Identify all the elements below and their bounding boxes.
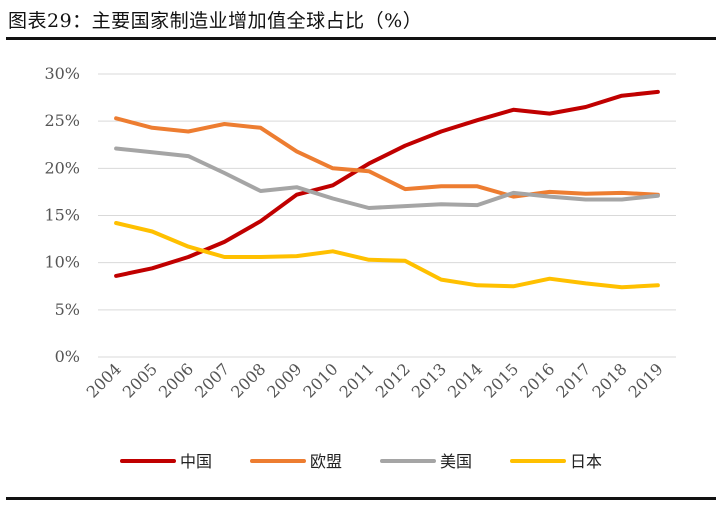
x-tick-label: 2006 <box>155 359 197 401</box>
x-tick-label: 2014 <box>444 359 486 401</box>
y-tick-label: 15% <box>44 206 80 225</box>
y-tick-label: 20% <box>44 158 80 177</box>
x-tick-label: 2012 <box>372 359 414 401</box>
bottom-rule <box>6 497 716 500</box>
series-line <box>114 116 660 199</box>
legend-label: 日本 <box>570 452 602 471</box>
x-axis-ticks: 2004200520062007200820092010201120122013… <box>83 359 667 401</box>
x-tick-label: 2017 <box>552 359 594 401</box>
legend-label: 欧盟 <box>310 452 342 471</box>
legend-label: 美国 <box>440 452 472 471</box>
series-lines <box>114 89 660 290</box>
y-tick-label: 25% <box>44 111 80 130</box>
x-tick-label: 2011 <box>336 359 378 401</box>
y-tick-label: 5% <box>55 300 80 319</box>
x-tick-label: 2010 <box>299 359 341 401</box>
x-tick-label: 2004 <box>83 359 125 401</box>
x-tick-label: 2008 <box>227 359 269 401</box>
legend-label: 中国 <box>180 452 212 471</box>
y-tick-label: 10% <box>44 253 80 272</box>
legend: 中国 欧盟 美国 日本 <box>120 452 602 471</box>
x-tick-label: 2009 <box>263 359 305 401</box>
x-tick-label: 2007 <box>191 359 233 401</box>
top-rule <box>6 37 716 40</box>
x-tick-label: 2013 <box>408 359 450 401</box>
gridlines <box>98 73 676 358</box>
series-line <box>114 89 660 278</box>
x-tick-label: 2015 <box>480 359 522 401</box>
series-line <box>114 221 660 290</box>
series-line <box>114 146 660 210</box>
x-tick-label: 2018 <box>588 359 630 401</box>
x-tick-label: 2016 <box>516 359 558 401</box>
y-tick-label: 0% <box>55 347 80 366</box>
y-tick-label: 30% <box>44 64 80 83</box>
chart-title: 图表29：主要国家制造业增加值全球占比（%） <box>8 10 423 32</box>
x-tick-label: 2005 <box>119 359 161 401</box>
x-tick-label: 2019 <box>625 359 667 401</box>
y-axis-ticks: 0% 5% 10% 15% 20% 25% 30% <box>44 64 80 366</box>
